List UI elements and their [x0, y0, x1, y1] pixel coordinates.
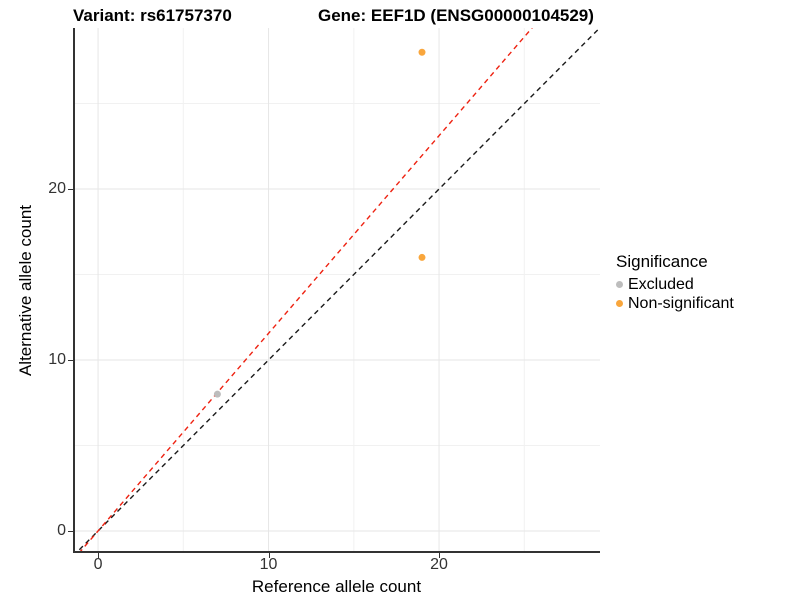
legend-items: Excluded Non-significant	[616, 275, 734, 313]
y-tick-label: 10	[48, 350, 66, 368]
plot-canvas	[73, 28, 600, 553]
legend-dot-icon	[616, 300, 623, 307]
x-axis-title: Reference allele count	[251, 577, 422, 596]
x-tick-label: 10	[259, 556, 278, 573]
x-tick-mark	[98, 553, 100, 558]
identity-line	[75, 28, 600, 553]
legend-item: Excluded	[616, 275, 734, 294]
x-tick-label: 0	[93, 556, 103, 573]
y-tick-mark	[68, 359, 73, 361]
x-tick-label: 20	[430, 556, 448, 573]
x-tick-mark	[439, 553, 441, 558]
x-tick-mark	[268, 553, 270, 558]
y-tick-mark	[68, 189, 73, 191]
y-tick-mark	[68, 530, 73, 532]
legend-dot-icon	[616, 281, 623, 288]
y-tick-label: 0	[57, 521, 66, 539]
data-point-non-significant	[418, 48, 426, 56]
legend: Significance Excluded Non-significant	[616, 252, 734, 313]
y-axis-title: Alternative allele count	[16, 204, 35, 377]
legend-item-label: Non-significant	[628, 295, 734, 312]
gene-title: Gene: EEF1D (ENSG00000104529)	[318, 6, 594, 25]
legend-item-label: Excluded	[628, 276, 694, 293]
data-point-excluded	[213, 390, 221, 398]
y-tick-label: 20	[48, 180, 66, 198]
legend-item: Non-significant	[616, 294, 734, 313]
plot-panel	[73, 28, 600, 553]
variant-title: Variant: rs61757370	[73, 6, 232, 25]
legend-title: Significance	[616, 252, 708, 271]
data-point-non-significant	[418, 253, 426, 261]
